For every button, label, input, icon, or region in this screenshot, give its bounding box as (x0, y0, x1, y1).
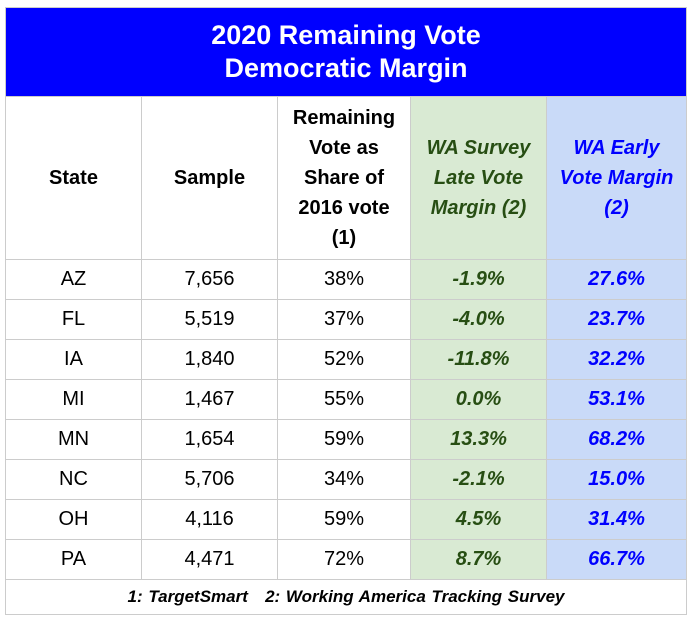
cell-sample: 4,471 (141, 539, 278, 580)
cell-wa-early-margin: 31.4% (545, 499, 688, 540)
cell-sample: 4,116 (141, 499, 278, 540)
cell-wa-survey-late-margin: 0.0% (410, 379, 547, 420)
cell-state: IA (5, 339, 142, 380)
cell-state: NC (5, 459, 142, 500)
cell-wa-early-margin: 15.0% (545, 459, 688, 500)
cell-state: AZ (5, 259, 142, 300)
cell-wa-early-margin: 32.2% (545, 339, 688, 380)
margin-table-container: 2020 Remaining Vote Democratic Margin St… (4, 7, 688, 615)
cell-state: PA (5, 539, 142, 580)
cell-remaining-share: 38% (277, 259, 411, 300)
cell-remaining-share: 59% (277, 499, 411, 540)
table-title: 2020 Remaining Vote Democratic Margin (4, 7, 688, 97)
cell-sample: 7,656 (141, 259, 278, 300)
cell-wa-survey-late-margin: -4.0% (410, 299, 547, 340)
cell-state: OH (5, 499, 142, 540)
cell-wa-early-margin: 53.1% (545, 379, 688, 420)
cell-wa-survey-late-margin: 4.5% (410, 499, 547, 540)
cell-wa-survey-late-margin: -2.1% (410, 459, 547, 500)
header-remaining-share: Remaining Vote as Share of 2016 vote (1) (277, 96, 411, 260)
table-row: NC 5,706 34% -2.1% 15.0% (5, 459, 688, 500)
cell-remaining-share: 72% (277, 539, 411, 580)
cell-state: FL (5, 299, 142, 340)
cell-remaining-share: 55% (277, 379, 411, 420)
cell-wa-early-margin: 27.6% (545, 259, 688, 300)
title-line-1: 2020 Remaining Vote (211, 20, 481, 50)
cell-sample: 1,840 (141, 339, 278, 380)
title-line-2: Democratic Margin (224, 53, 468, 83)
cell-wa-survey-late-margin: 13.3% (410, 419, 547, 460)
table-row: FL 5,519 37% -4.0% 23.7% (5, 299, 688, 340)
table-row: OH 4,116 59% 4.5% 31.4% (5, 499, 688, 540)
table-row: MN 1,654 59% 13.3% 68.2% (5, 419, 688, 460)
margin-table: 2020 Remaining Vote Democratic Margin St… (4, 7, 688, 615)
table-row: AZ 7,656 38% -1.9% 27.6% (5, 259, 688, 300)
table-row: MI 1,467 55% 0.0% 53.1% (5, 379, 688, 420)
cell-state: MN (5, 419, 142, 460)
cell-wa-early-margin: 66.7% (545, 539, 688, 580)
cell-wa-early-margin: 23.7% (545, 299, 688, 340)
cell-wa-survey-late-margin: -1.9% (410, 259, 547, 300)
cell-wa-survey-late-margin: -11.8% (410, 339, 547, 380)
table-row: IA 1,840 52% -11.8% 32.2% (5, 339, 688, 380)
cell-remaining-share: 34% (277, 459, 411, 500)
table-row: PA 4,471 72% 8.7% 66.7% (5, 539, 688, 580)
footnote: 1: TargetSmart 2: Working America Tracki… (4, 579, 688, 615)
cell-remaining-share: 52% (277, 339, 411, 380)
cell-remaining-share: 59% (277, 419, 411, 460)
cell-remaining-share: 37% (277, 299, 411, 340)
cell-wa-survey-late-margin: 8.7% (410, 539, 547, 580)
header-sample: Sample (141, 96, 278, 260)
cell-sample: 5,706 (141, 459, 278, 500)
header-wa-early: WA Early Vote Margin (2) (545, 96, 688, 260)
cell-sample: 1,654 (141, 419, 278, 460)
cell-sample: 1,467 (141, 379, 278, 420)
cell-sample: 5,519 (141, 299, 278, 340)
cell-wa-early-margin: 68.2% (545, 419, 688, 460)
cell-state: MI (5, 379, 142, 420)
header-wa-survey-late: WA Survey Late Vote Margin (2) (410, 96, 547, 260)
header-state: State (5, 96, 142, 260)
header-row: State Sample Remaining Vote as Share of … (5, 96, 688, 260)
